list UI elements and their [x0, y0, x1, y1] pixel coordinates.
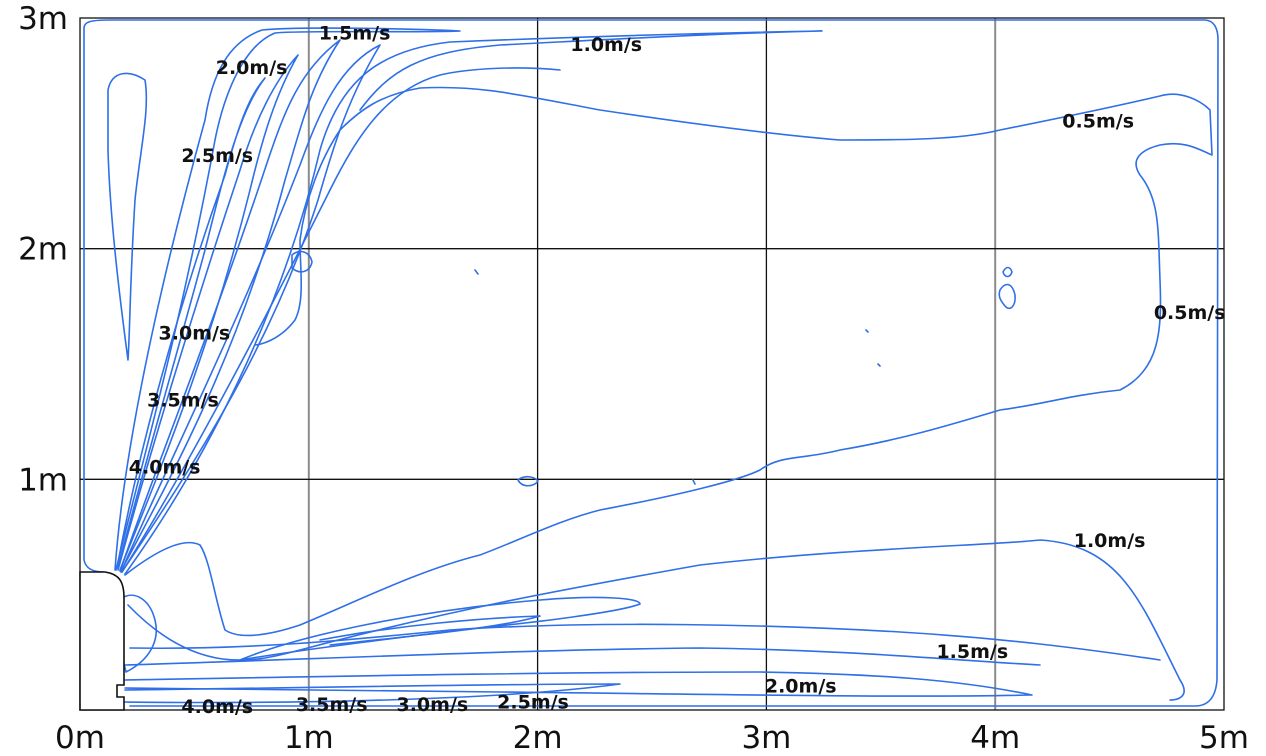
contour-label: 1.5m/s: [319, 23, 391, 45]
y-tick-label: 2m: [18, 232, 68, 268]
inlet-obstacle: [79, 571, 125, 711]
y-tick-label: 1m: [18, 462, 68, 498]
contour-line: [319, 615, 541, 646]
contour-line: [1002, 266, 1013, 278]
contour-line: [83, 19, 1219, 707]
contour-label: 0.5m/s: [1062, 110, 1134, 132]
contour-label: 2.0m/s: [765, 675, 837, 697]
x-tick-label: 4m: [970, 720, 1020, 756]
contour-label: 3.0m/s: [396, 694, 468, 716]
contour-line: [83, 27, 105, 573]
contour-label: 1.0m/s: [1074, 530, 1146, 552]
contour-label: 4.0m/s: [181, 696, 253, 718]
contour-line: [124, 30, 823, 575]
contour-line: [119, 39, 341, 572]
contour-line: [124, 86, 1213, 637]
contour-line: [121, 67, 561, 573]
contour-label: 3.5m/s: [296, 694, 368, 716]
velocity-contour-lines: [79, 19, 1219, 711]
contour-line: [114, 27, 461, 571]
contour-label: 4.0m/s: [129, 456, 201, 478]
contour-line: [107, 72, 148, 361]
contour-label: 0.5m/s: [1154, 302, 1226, 324]
contour-line: [865, 329, 869, 333]
contour-line: [474, 269, 479, 275]
contour-label: 2.5m/s: [497, 692, 569, 714]
grid-lines: [79, 17, 1225, 711]
contour-line: [124, 683, 621, 704]
y-tick-label: 3m: [18, 1, 68, 37]
contour-line: [517, 475, 539, 487]
contour-line: [877, 363, 881, 367]
plot-frame: [79, 17, 1225, 711]
contour-line: [117, 54, 299, 571]
contour-line: [119, 594, 157, 673]
contour-line: [116, 77, 266, 569]
contour-line: [124, 671, 1033, 697]
contour-label: 1.5m/s: [936, 641, 1008, 663]
contour-line: [692, 479, 696, 485]
contour-line: [124, 647, 1041, 666]
contour-label: 2.0m/s: [216, 57, 288, 79]
x-tick-label: 0m: [55, 720, 105, 756]
contour-line: [291, 250, 313, 273]
contour-line: [998, 283, 1016, 310]
contour-label: 2.5m/s: [181, 145, 253, 167]
x-tick-label: 1m: [284, 720, 334, 756]
contour-label: 3.0m/s: [159, 323, 231, 345]
contour-labels: 1.5m/s 1.0m/s 2.0m/s 0.5m/s 2.5m/s 0.5m/s 3.0m…: [129, 23, 1226, 719]
contour-label: 3.5m/s: [147, 389, 219, 411]
x-tick-label: 5m: [1199, 720, 1249, 756]
contour-label: 1.0m/s: [570, 34, 642, 56]
contour-line: [129, 623, 1161, 661]
x-tick-label: 3m: [741, 720, 791, 756]
contour-line: [127, 539, 1185, 701]
contour-line: [120, 44, 381, 573]
x-tick-label: 2m: [513, 720, 563, 756]
axis-tick-labels: 0m 1m 2m 3m 4m 5m 1m 2m 3m: [18, 1, 1249, 756]
